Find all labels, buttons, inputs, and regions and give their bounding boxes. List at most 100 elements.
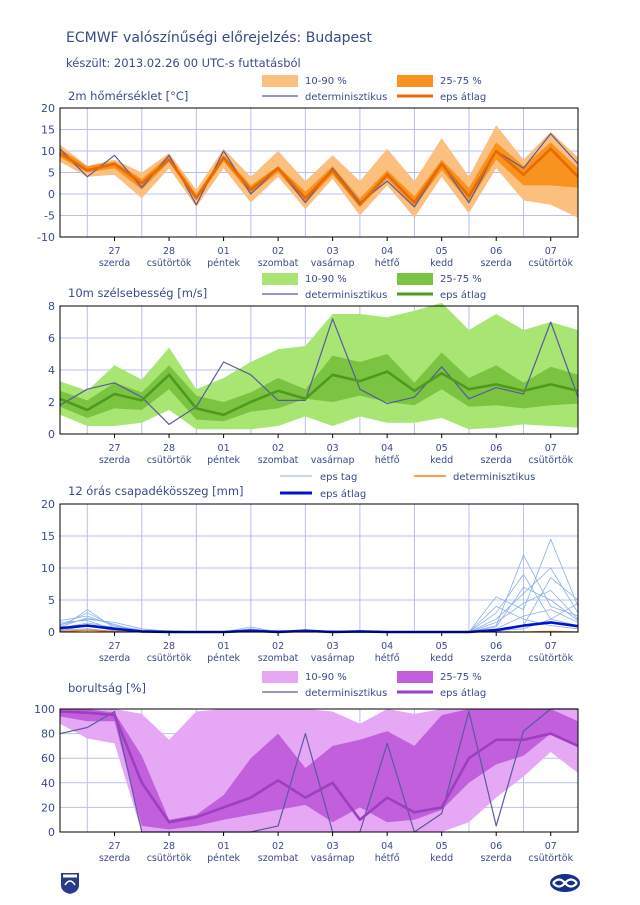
x-tick-day-label: 06 — [490, 641, 502, 652]
y-tick-label: 80 — [41, 728, 55, 741]
legend-label-outer: 10-90 % — [305, 76, 347, 87]
x-tick-weekday-label: csütörtök — [528, 455, 573, 466]
x-tick-weekday-label: hétfő — [375, 455, 400, 466]
x-tick-day-label: 27 — [108, 641, 120, 652]
x-tick-weekday-label: kedd — [430, 455, 453, 466]
x-tick-weekday-label: szerda — [481, 653, 512, 664]
plot-frame — [59, 305, 579, 435]
chart-title: 10m szélsebesség [m/s] — [68, 286, 207, 300]
page-subtitle: készült: 2013.02.26 00 UTC-s futtatásból — [66, 56, 301, 70]
x-tick-weekday-label: péntek — [207, 853, 240, 864]
x-tick-weekday-label: csütörtök — [147, 258, 192, 269]
x-tick-weekday-label: szerda — [481, 455, 512, 466]
eps-member-line — [59, 577, 579, 633]
eps-member-line — [59, 586, 579, 633]
chart-title: 2m hőmérséklet [°C] — [68, 89, 188, 103]
legend-label-outer: 10-90 % — [305, 274, 347, 285]
legend-swatch-inner — [397, 671, 433, 683]
x-tick-weekday-label: kedd — [430, 853, 453, 864]
x-tick-day-label: 01 — [218, 246, 230, 257]
legend-label-inner: 25-75 % — [440, 76, 482, 87]
legend-swatch-inner — [397, 273, 433, 285]
y-tick-label: 20 — [41, 801, 55, 814]
x-tick-day-label: 06 — [490, 841, 502, 852]
chart-panel-1 — [59, 75, 579, 241]
x-tick-weekday-label: hétfő — [375, 653, 400, 664]
legend-label-inner: 25-75 % — [440, 672, 482, 683]
x-tick-day-label: 02 — [272, 443, 284, 454]
x-tick-day-label: 03 — [327, 841, 339, 852]
x-tick-day-label: 01 — [218, 641, 230, 652]
chart-title: borultság [%] — [68, 681, 146, 695]
x-tick-weekday-label: szombat — [258, 258, 299, 269]
x-tick-weekday-label: csütörtök — [147, 455, 192, 466]
x-tick-day-label: 01 — [218, 841, 230, 852]
y-tick-label: 60 — [41, 752, 55, 765]
legend-swatch-outer — [262, 273, 298, 285]
x-tick-weekday-label: szombat — [258, 455, 299, 466]
eps-member-line — [59, 590, 579, 633]
x-tick-day-label: 03 — [327, 443, 339, 454]
chart-panel-2 — [59, 273, 579, 438]
y-tick-label: 6 — [48, 332, 55, 345]
plot-frame — [59, 107, 579, 238]
x-tick-day-label: 07 — [545, 443, 557, 454]
x-tick-day-label: 05 — [436, 443, 448, 454]
eps-member-line — [59, 538, 579, 633]
legend-label-det: determinisztikus — [305, 92, 387, 103]
legend-label-mean: eps átlag — [320, 488, 366, 500]
x-tick-day-label: 05 — [436, 841, 448, 852]
x-tick-day-label: 03 — [327, 246, 339, 257]
x-tick-day-label: 07 — [545, 246, 557, 257]
x-tick-weekday-label: hétfő — [375, 853, 400, 864]
y-tick-label: -5 — [44, 210, 55, 223]
band-25-75 — [60, 709, 578, 830]
x-tick-day-label: 04 — [381, 841, 393, 852]
x-tick-weekday-label: vasárnap — [311, 853, 355, 864]
x-tick-day-label: 05 — [436, 641, 448, 652]
x-tick-day-label: 28 — [163, 841, 175, 852]
x-tick-day-label: 04 — [381, 246, 393, 257]
x-tick-day-label: 04 — [381, 641, 393, 652]
band-10-90 — [60, 302, 578, 430]
y-tick-label: 15 — [41, 530, 55, 543]
x-tick-day-label: 03 — [327, 641, 339, 652]
omsz-logo-icon — [61, 873, 79, 894]
legend-label-outer: 10-90 % — [305, 672, 347, 683]
x-tick-day-label: 02 — [272, 841, 284, 852]
legend-swatch-outer — [262, 75, 298, 87]
y-tick-label: 15 — [41, 124, 55, 137]
y-tick-label: 0 — [48, 826, 55, 839]
x-tick-day-label: 27 — [108, 246, 120, 257]
page-title: ECMWF valószínűségi előrejelzés: Budapes… — [66, 30, 372, 46]
plot-frame — [59, 503, 579, 633]
x-tick-weekday-label: vasárnap — [311, 258, 355, 269]
x-tick-day-label: 05 — [436, 246, 448, 257]
legend-swatch-outer — [262, 671, 298, 683]
x-tick-weekday-label: péntek — [207, 258, 240, 269]
legend-label-det: determinisztikus — [453, 472, 535, 483]
y-tick-label: 0 — [48, 428, 55, 441]
x-tick-weekday-label: csütörtök — [147, 853, 192, 864]
x-tick-day-label: 07 — [545, 641, 557, 652]
legend-label-mean: eps átlag — [440, 687, 486, 699]
x-tick-weekday-label: szerda — [99, 455, 130, 466]
y-tick-label: 5 — [48, 594, 55, 607]
y-tick-label: 0 — [48, 188, 55, 201]
chart-panel-3 — [59, 475, 579, 636]
legend-label-mean: eps átlag — [440, 91, 486, 103]
deterministic-line — [59, 318, 579, 425]
x-tick-weekday-label: kedd — [430, 258, 453, 269]
y-tick-label: 10 — [41, 562, 55, 575]
x-tick-day-label: 02 — [272, 246, 284, 257]
eps-mean-line — [59, 710, 579, 824]
x-tick-weekday-label: csütörtök — [147, 653, 192, 664]
legend-label-det: determinisztikus — [305, 290, 387, 301]
eps-member-line — [59, 574, 579, 633]
x-tick-weekday-label: péntek — [207, 653, 240, 664]
y-tick-label: 8 — [48, 300, 55, 313]
legend-label-det: determinisztikus — [305, 688, 387, 699]
legend-swatch-inner — [397, 75, 433, 87]
plot-frame — [59, 708, 579, 833]
y-tick-label: 0 — [48, 626, 55, 639]
